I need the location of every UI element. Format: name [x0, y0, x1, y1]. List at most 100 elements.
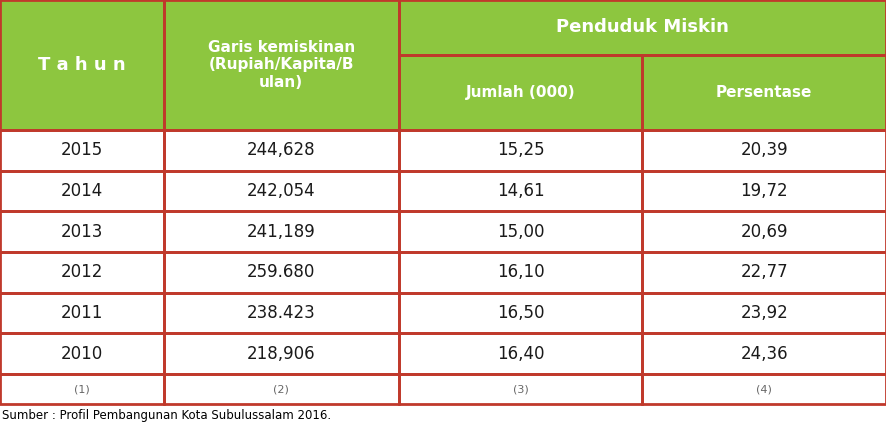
Bar	[399, 374, 642, 404]
Text: 2012: 2012	[61, 263, 103, 281]
Bar	[642, 211, 886, 252]
Text: 23,92: 23,92	[741, 304, 788, 322]
Bar	[0, 130, 164, 171]
Text: 242,054: 242,054	[247, 182, 315, 200]
Text: 2014: 2014	[61, 182, 103, 200]
Bar	[399, 211, 642, 252]
Text: (2): (2)	[274, 384, 289, 394]
Bar	[164, 252, 399, 293]
Text: 15,25: 15,25	[497, 141, 544, 159]
Bar	[399, 130, 642, 171]
Text: 19,72: 19,72	[741, 182, 788, 200]
Text: 24,36: 24,36	[741, 345, 788, 363]
Bar	[164, 171, 399, 211]
Bar	[399, 293, 642, 333]
Bar	[399, 171, 642, 211]
Bar	[164, 252, 399, 293]
Bar	[399, 55, 642, 130]
Bar	[642, 293, 886, 333]
Bar	[642, 55, 886, 130]
Text: 241,189: 241,189	[247, 223, 315, 241]
Text: 16,10: 16,10	[497, 263, 544, 281]
Bar	[0, 211, 164, 252]
Text: Garis kemiskinan
(Rupiah/Kapita/B
ulan): Garis kemiskinan (Rupiah/Kapita/B ulan)	[207, 40, 355, 90]
Bar	[164, 333, 399, 374]
Bar	[642, 130, 886, 171]
Text: 218,906: 218,906	[247, 345, 315, 363]
Bar	[164, 374, 399, 404]
Bar	[399, 0, 886, 55]
Text: Persentase: Persentase	[716, 85, 812, 100]
Text: 259.680: 259.680	[247, 263, 315, 281]
Bar	[164, 211, 399, 252]
Bar	[642, 171, 886, 211]
Bar	[642, 55, 886, 130]
Bar	[642, 130, 886, 171]
Bar	[164, 0, 399, 130]
Bar	[164, 211, 399, 252]
Bar	[164, 0, 399, 130]
Bar	[399, 130, 642, 171]
Bar	[399, 55, 642, 130]
Bar	[0, 333, 164, 374]
Text: 238.423: 238.423	[247, 304, 315, 322]
Bar	[0, 374, 164, 404]
Bar	[164, 374, 399, 404]
Text: 20,69: 20,69	[741, 223, 788, 241]
Text: (3): (3)	[513, 384, 528, 394]
Bar	[0, 211, 164, 252]
Text: 2015: 2015	[61, 141, 103, 159]
Bar	[642, 333, 886, 374]
Bar	[0, 333, 164, 374]
Text: Sumber : Profil Pembangunan Kota Subulussalam 2016.: Sumber : Profil Pembangunan Kota Subulus…	[2, 409, 331, 421]
Text: 2011: 2011	[61, 304, 103, 322]
Bar	[0, 252, 164, 293]
Bar	[399, 333, 642, 374]
Text: 20,39: 20,39	[741, 141, 788, 159]
Bar	[164, 333, 399, 374]
Bar	[399, 171, 642, 211]
Text: 22,77: 22,77	[741, 263, 788, 281]
Bar	[399, 293, 642, 333]
Bar	[399, 252, 642, 293]
Text: 2010: 2010	[61, 345, 103, 363]
Bar	[642, 374, 886, 404]
Bar	[164, 171, 399, 211]
Bar	[164, 293, 399, 333]
Bar	[0, 252, 164, 293]
Bar	[0, 0, 164, 130]
Bar	[399, 333, 642, 374]
Text: 16,40: 16,40	[497, 345, 544, 363]
Text: (4): (4)	[757, 384, 772, 394]
Text: 16,50: 16,50	[497, 304, 544, 322]
Bar	[0, 374, 164, 404]
Bar	[164, 293, 399, 333]
Bar	[642, 252, 886, 293]
Bar	[642, 333, 886, 374]
Bar	[0, 171, 164, 211]
Text: Penduduk Miskin: Penduduk Miskin	[556, 18, 729, 37]
Text: T a h u n: T a h u n	[38, 56, 126, 74]
Bar	[0, 293, 164, 333]
Text: Jumlah (000): Jumlah (000)	[466, 85, 575, 100]
Text: (1): (1)	[74, 384, 89, 394]
Text: 14,61: 14,61	[497, 182, 544, 200]
Text: 15,00: 15,00	[497, 223, 544, 241]
Text: 244,628: 244,628	[247, 141, 315, 159]
Bar	[399, 252, 642, 293]
Bar	[0, 171, 164, 211]
Bar	[0, 0, 164, 130]
Bar	[0, 293, 164, 333]
Bar	[0, 130, 164, 171]
Bar	[399, 211, 642, 252]
Bar	[642, 374, 886, 404]
Bar	[399, 0, 886, 55]
Bar	[642, 171, 886, 211]
Bar	[164, 130, 399, 171]
Text: 2013: 2013	[61, 223, 103, 241]
Bar	[642, 211, 886, 252]
Bar	[164, 130, 399, 171]
Bar	[642, 293, 886, 333]
Bar	[399, 374, 642, 404]
Bar	[642, 252, 886, 293]
